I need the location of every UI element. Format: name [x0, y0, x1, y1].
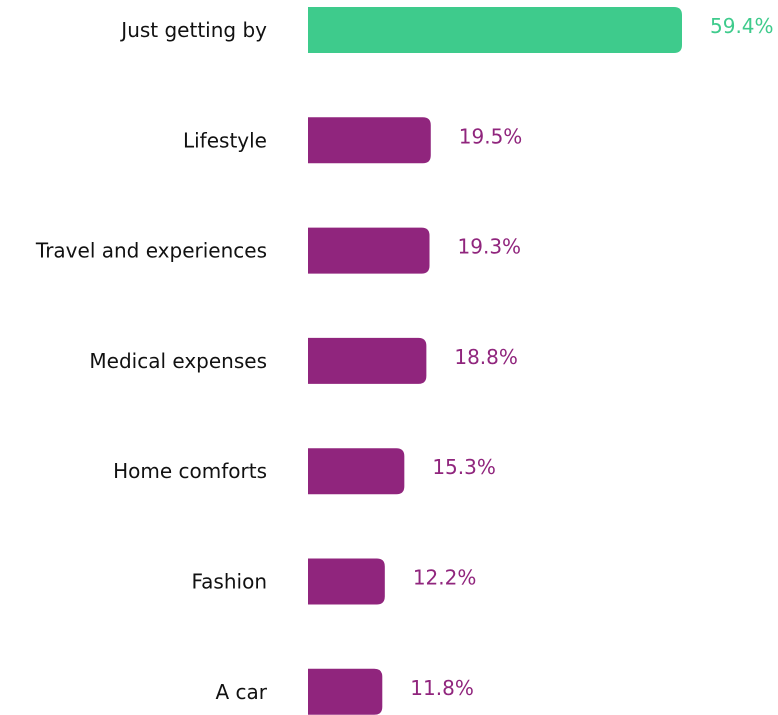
bar-lifestyle: [308, 117, 431, 164]
category-label-home-comforts: Home comforts: [113, 459, 267, 483]
category-label-lifestyle: Lifestyle: [183, 128, 267, 152]
category-label-medical-expenses: Medical expenses: [89, 349, 267, 373]
category-label-just-getting-by: Just getting by: [119, 18, 267, 42]
value-label-medical-expenses: 18.8%: [454, 345, 518, 369]
bar-medical-expenses: [308, 337, 427, 384]
value-labels-group: 59.4% 19.5% 19.3% 18.8% 15.3% 12.2% 11.8%: [410, 14, 773, 700]
bar-fashion: [308, 558, 385, 605]
value-label-a-car: 11.8%: [410, 676, 474, 700]
bar-a-car: [308, 668, 383, 715]
category-labels-group: Just getting by Lifestyle Travel and exper…: [35, 18, 268, 704]
value-label-travel-and-experiences: 19.3%: [458, 235, 522, 259]
category-label-fashion: Fashion: [192, 570, 268, 594]
bars-group: [308, 7, 682, 715]
bar-home-comforts: [308, 448, 405, 495]
category-label-a-car: A car: [215, 680, 267, 704]
category-label-travel-and-experiences: Travel and experiences: [35, 239, 267, 263]
value-label-lifestyle: 19.5%: [459, 124, 523, 148]
bar-just-getting-by: [308, 7, 682, 53]
value-label-fashion: 12.2%: [413, 566, 477, 590]
value-label-just-getting-by: 59.4%: [710, 14, 774, 38]
bar-travel-and-experiences: [308, 227, 430, 274]
value-label-home-comforts: 15.3%: [432, 455, 496, 479]
